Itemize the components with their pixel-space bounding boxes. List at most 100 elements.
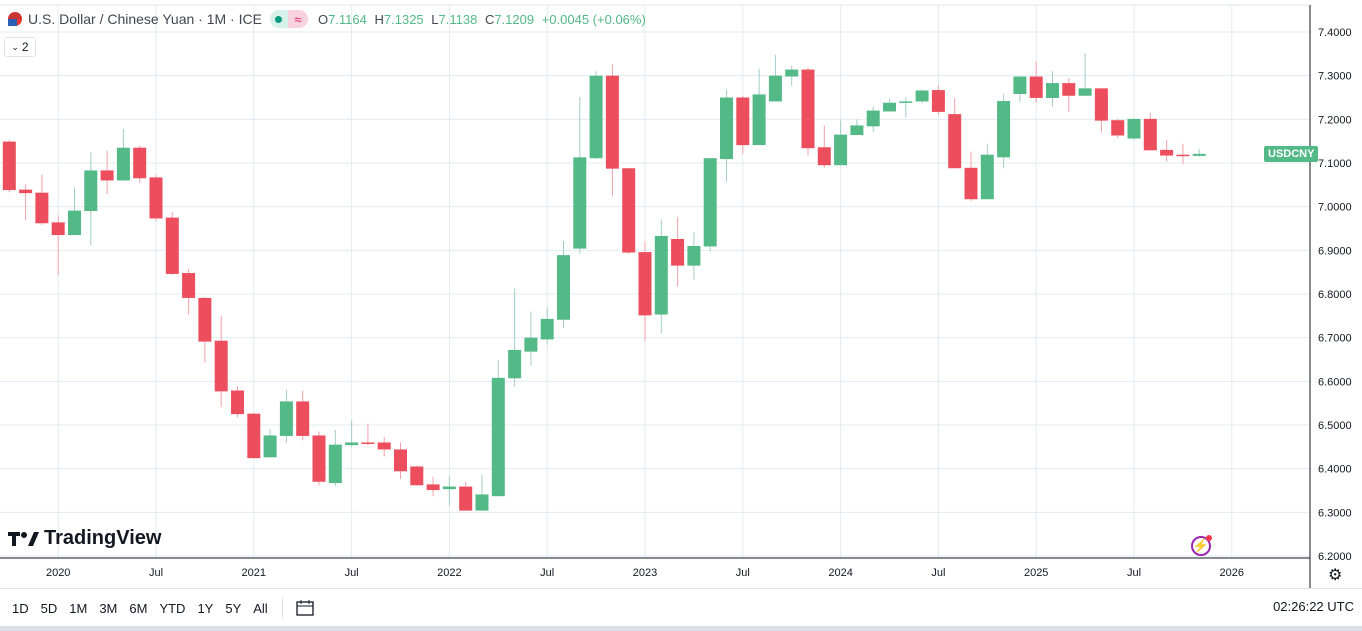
price-chart[interactable]: 7.4000 7.3000 7.2000 7.1000 7.0000 6.9000 6.80…	[0, 0, 1362, 588]
range-5d[interactable]: 5D	[40, 600, 58, 616]
candle-body	[948, 114, 962, 169]
collapse-indicators-button[interactable]: ⌄ 2	[4, 37, 36, 57]
x-tick-label: 2021	[242, 567, 266, 579]
candle-body	[377, 442, 391, 450]
range-1y[interactable]: 1Y	[197, 600, 214, 616]
low-value: 7.1138	[438, 11, 478, 27]
candle-body	[84, 170, 98, 212]
candle-body	[703, 158, 717, 247]
y-tick-label: 6.6000	[1318, 376, 1352, 388]
candle-body	[736, 97, 750, 146]
utc-clock[interactable]: 02:26:22 UTC	[1273, 599, 1354, 614]
range-5y[interactable]: 5Y	[225, 600, 242, 616]
candle-body	[866, 110, 880, 127]
logo-text: TradingView	[44, 527, 162, 549]
x-tick-label: Jul	[149, 567, 163, 579]
x-tick-label: Jul	[345, 567, 359, 579]
candle-body	[198, 297, 212, 342]
candle-body	[573, 157, 587, 249]
candle-body	[51, 222, 65, 236]
candle-body	[589, 75, 603, 159]
delayed-data-icon: ≈	[287, 10, 308, 28]
lightning-icon[interactable]: ⚡	[1191, 535, 1212, 556]
candle-body	[459, 486, 473, 511]
candle-body	[557, 255, 570, 320]
x-tick-label: Jul	[736, 567, 750, 579]
x-tick-label: Jul	[540, 567, 554, 579]
open-label: O	[317, 11, 329, 27]
candle-body	[231, 390, 244, 415]
candle-body	[671, 238, 685, 266]
x-tick-label: 2022	[437, 567, 461, 579]
candle-body	[834, 134, 848, 166]
candle-body	[182, 273, 196, 298]
symbol-title[interactable]: U.S. Dollar / Chinese Yuan · 1M · ICE	[28, 11, 262, 27]
tradingview-logo[interactable]: TradingView	[8, 527, 161, 550]
candle-body	[328, 444, 342, 484]
x-tick-label: 2025	[1024, 567, 1048, 579]
range-3m[interactable]: 3M	[99, 600, 118, 616]
range-1d[interactable]: 1D	[12, 600, 29, 616]
candle-body	[35, 192, 49, 224]
tradingview-logo-icon	[8, 531, 39, 546]
high-value: 7.1325	[383, 11, 424, 27]
x-tick-label: 2020	[46, 567, 70, 579]
candle-body	[133, 147, 147, 179]
chart-legend: U.S. Dollar / Chinese Yuan · 1M · ICE ≈ …	[8, 10, 650, 28]
candle-body	[1062, 83, 1076, 96]
go-to-date-icon[interactable]	[295, 599, 315, 617]
x-tick-label: Jul	[1127, 567, 1141, 579]
x-tick-label: Jul	[931, 567, 945, 579]
ohlc-values: O7.1164 H7.1325 L7.1138 C7.1209 +0.0045 …	[318, 12, 650, 27]
candle-body	[883, 102, 896, 112]
candle-body	[964, 167, 978, 200]
market-open-icon	[269, 10, 288, 28]
candle-body	[980, 154, 994, 200]
candle-body	[1013, 76, 1027, 95]
y-tick-label: 6.2000	[1318, 551, 1352, 563]
x-tick-label: 2024	[828, 567, 852, 579]
candle-body	[720, 97, 733, 160]
candle-body	[622, 168, 636, 253]
candle-body	[19, 189, 33, 194]
candle-body	[1127, 118, 1141, 139]
candle-body	[915, 90, 929, 102]
candle-body	[247, 413, 261, 459]
candle-body	[687, 245, 701, 266]
range-ytd[interactable]: YTD	[159, 600, 186, 616]
range-all[interactable]: All	[253, 600, 268, 616]
divider	[281, 598, 283, 618]
y-tick-label: 6.9000	[1318, 245, 1352, 257]
candle-body	[312, 435, 326, 482]
candle-body	[524, 337, 538, 352]
candle-body	[2, 141, 16, 191]
candle-body	[149, 177, 163, 219]
candle-body	[654, 235, 668, 315]
x-tick-label: 2023	[633, 567, 657, 579]
symbol-price-tag: USDCNY	[1264, 146, 1319, 162]
candle-body	[68, 210, 81, 236]
status-pills[interactable]: ≈	[269, 10, 308, 28]
x-tick-label: 2026	[1220, 567, 1244, 579]
candle-body	[817, 147, 831, 166]
candle-body	[931, 90, 945, 112]
candle-body	[296, 401, 310, 436]
low-label: L	[431, 11, 439, 27]
close-value: 7.1209	[494, 11, 535, 27]
candle-body	[1111, 120, 1125, 136]
candle-body	[100, 170, 114, 181]
range-6m[interactable]: 6M	[129, 600, 148, 616]
range-1m[interactable]: 1M	[69, 600, 88, 616]
candle-body	[394, 449, 407, 472]
collapse-count: 2	[21, 40, 29, 54]
change-value: +0.0045 (+0.06%)	[541, 11, 646, 27]
candle-body	[442, 486, 456, 490]
candle-body	[1029, 76, 1043, 98]
candle-body	[410, 466, 424, 486]
candle-body	[1078, 88, 1092, 96]
candle-body	[345, 442, 359, 446]
candle-body	[165, 217, 179, 274]
candle-body	[638, 252, 652, 316]
candle-body	[1176, 154, 1190, 157]
gear-icon[interactable]: ⚙	[1328, 567, 1343, 584]
